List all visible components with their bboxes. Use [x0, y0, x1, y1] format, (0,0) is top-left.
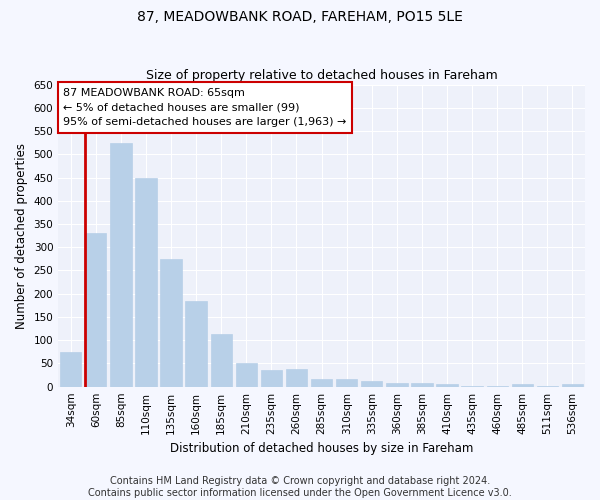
Bar: [311, 379, 332, 386]
Bar: [60, 352, 82, 386]
Text: 87 MEADOWBANK ROAD: 65sqm
← 5% of detached houses are smaller (99)
95% of semi-d: 87 MEADOWBANK ROAD: 65sqm ← 5% of detach…: [64, 88, 347, 127]
Bar: [236, 362, 257, 386]
Bar: [185, 300, 207, 386]
Y-axis label: Number of detached properties: Number of detached properties: [15, 142, 28, 328]
Bar: [110, 142, 131, 386]
Text: 87, MEADOWBANK ROAD, FAREHAM, PO15 5LE: 87, MEADOWBANK ROAD, FAREHAM, PO15 5LE: [137, 10, 463, 24]
Bar: [336, 379, 358, 386]
Bar: [160, 259, 182, 386]
Bar: [411, 384, 433, 386]
Bar: [562, 384, 583, 386]
Bar: [436, 384, 458, 386]
Bar: [136, 178, 157, 386]
Bar: [512, 384, 533, 386]
Bar: [286, 370, 307, 386]
Title: Size of property relative to detached houses in Fareham: Size of property relative to detached ho…: [146, 69, 497, 82]
Text: Contains HM Land Registry data © Crown copyright and database right 2024.
Contai: Contains HM Land Registry data © Crown c…: [88, 476, 512, 498]
X-axis label: Distribution of detached houses by size in Fareham: Distribution of detached houses by size …: [170, 442, 473, 455]
Bar: [361, 380, 382, 386]
Bar: [386, 383, 407, 386]
Bar: [211, 334, 232, 386]
Bar: [85, 234, 106, 386]
Bar: [261, 370, 282, 386]
